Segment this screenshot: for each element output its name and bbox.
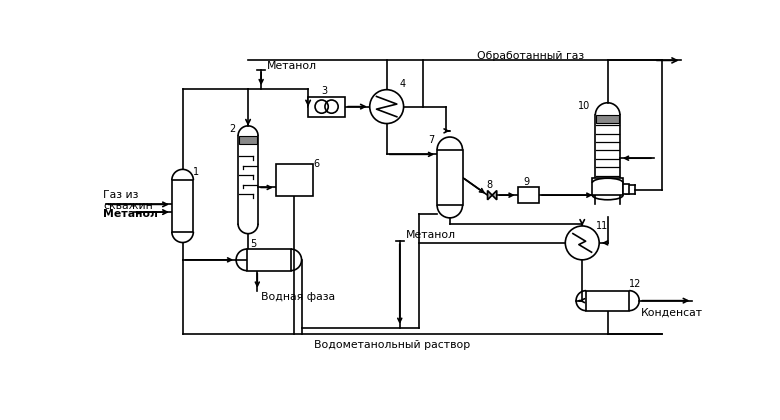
Text: 11: 11 xyxy=(596,221,608,231)
Bar xyxy=(437,150,463,205)
Circle shape xyxy=(566,226,599,260)
Bar xyxy=(247,249,291,270)
Bar xyxy=(623,184,629,194)
Text: 1: 1 xyxy=(193,168,199,177)
Text: Метанол: Метанол xyxy=(103,210,158,219)
Text: 10: 10 xyxy=(579,101,590,111)
Text: 7: 7 xyxy=(427,135,434,145)
Text: Конденсат: Конденсат xyxy=(640,308,703,318)
Text: Газ из
скважин: Газ из скважин xyxy=(103,190,153,211)
Text: 3: 3 xyxy=(321,86,328,96)
Text: Метанол: Метанол xyxy=(406,230,456,240)
Text: Обработанный газ: Обработанный газ xyxy=(477,51,584,61)
Bar xyxy=(596,115,619,123)
Bar xyxy=(586,291,629,311)
Bar xyxy=(308,97,345,117)
Polygon shape xyxy=(492,191,497,200)
Text: 4: 4 xyxy=(400,79,406,89)
Text: Метанол: Метанол xyxy=(268,61,317,71)
Bar xyxy=(276,163,313,196)
Circle shape xyxy=(370,89,403,123)
Text: 6: 6 xyxy=(314,159,320,168)
Bar xyxy=(592,178,623,195)
Polygon shape xyxy=(488,191,492,200)
Bar xyxy=(172,180,193,232)
Text: 2: 2 xyxy=(229,124,235,134)
Text: 12: 12 xyxy=(629,279,642,289)
Text: Водометанольный раствор: Водометанольный раствор xyxy=(314,340,470,350)
Bar xyxy=(239,136,257,144)
Text: 8: 8 xyxy=(486,180,492,190)
Bar xyxy=(518,187,539,203)
Text: 5: 5 xyxy=(250,239,257,249)
Text: Водная фаза: Водная фаза xyxy=(261,292,335,302)
Text: 9: 9 xyxy=(523,177,529,187)
